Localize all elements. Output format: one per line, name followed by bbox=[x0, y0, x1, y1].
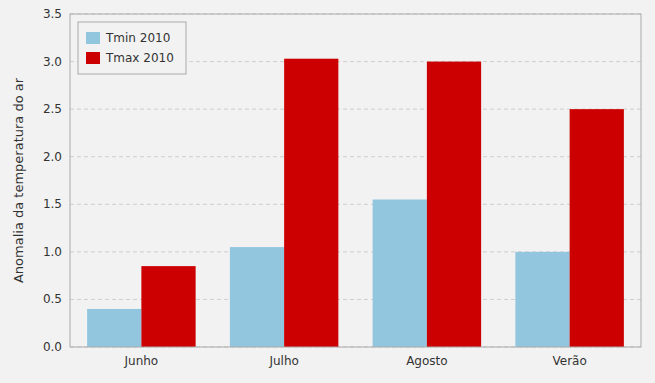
y-tick-label: 3.5 bbox=[43, 7, 62, 21]
legend-swatch bbox=[86, 52, 100, 64]
y-tick-label: 3.0 bbox=[43, 55, 62, 69]
y-axis-label: Anomalia da temperatura do ar bbox=[11, 77, 26, 283]
legend-box bbox=[78, 22, 186, 74]
bar bbox=[230, 247, 284, 347]
legend-label: Tmax 2010 bbox=[105, 51, 174, 65]
x-tick-label: Julho bbox=[268, 354, 298, 368]
x-tick-label: Verão bbox=[552, 354, 586, 368]
chart-svg: 0.0 0.5 1.0 1.5 2.0 2.5 3.0 3.5 Anomalia da temp… bbox=[0, 0, 655, 383]
legend: Tmin 2010 Tmax 2010 bbox=[78, 22, 186, 74]
plot-frame bbox=[70, 14, 641, 347]
bar bbox=[427, 62, 481, 347]
y-tick-label: 0.0 bbox=[43, 340, 62, 354]
y-tick-label: 1.5 bbox=[43, 197, 62, 211]
legend-swatch bbox=[86, 32, 100, 44]
bar bbox=[284, 59, 338, 347]
grid-line bbox=[70, 204, 641, 205]
bar bbox=[87, 309, 141, 347]
y-axis: 0.0 0.5 1.0 1.5 2.0 2.5 3.0 3.5 bbox=[43, 7, 641, 354]
chart-container: 0.0 0.5 1.0 1.5 2.0 2.5 3.0 3.5 Anomalia da temp… bbox=[0, 0, 655, 383]
grid-line bbox=[70, 156, 641, 157]
background bbox=[0, 0, 655, 383]
y-tick-label: 1.0 bbox=[43, 245, 62, 259]
y-tick-label: 2.0 bbox=[43, 150, 62, 164]
grid-line bbox=[70, 109, 641, 110]
x-tick-label: Agosto bbox=[406, 354, 447, 368]
y-tick-label: 2.5 bbox=[43, 102, 62, 116]
legend-label: Tmin 2010 bbox=[105, 31, 170, 45]
bar bbox=[570, 109, 624, 347]
bar bbox=[373, 200, 427, 347]
bars bbox=[87, 59, 624, 347]
y-tick-label: 0.5 bbox=[43, 292, 62, 306]
x-axis: Junho Julho Agosto Verão bbox=[124, 354, 587, 368]
bar bbox=[141, 266, 195, 347]
bar bbox=[515, 252, 569, 347]
x-tick-label: Junho bbox=[124, 354, 159, 368]
